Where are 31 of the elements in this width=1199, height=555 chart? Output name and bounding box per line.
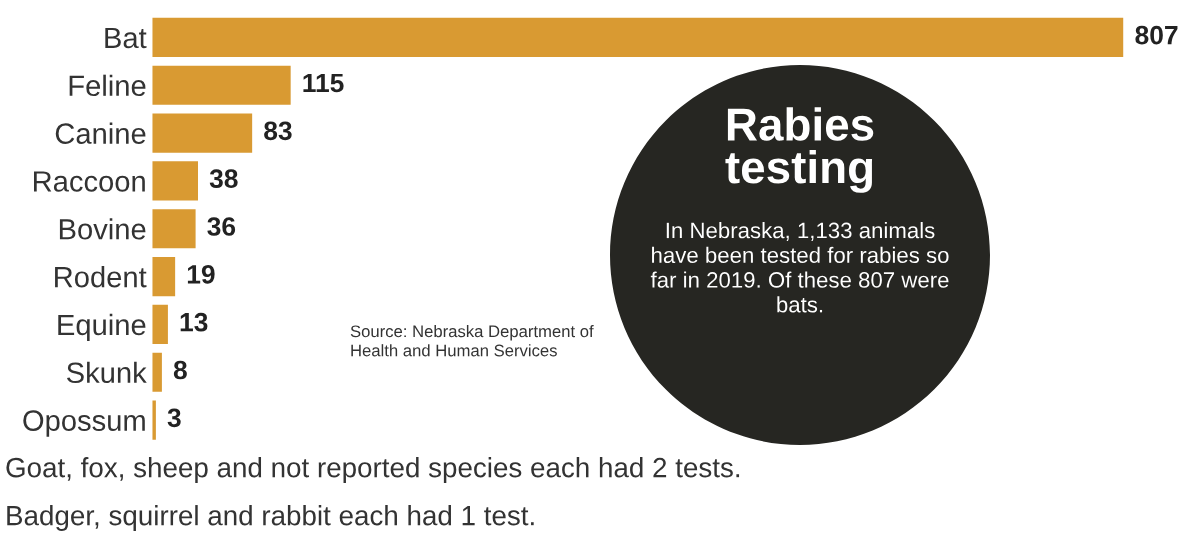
data-label: 3 xyxy=(167,408,181,428)
data-label: 115 xyxy=(303,73,344,93)
data-label: 8 xyxy=(173,360,187,380)
bar xyxy=(152,17,1124,58)
y-tick-label: Canine xyxy=(55,122,146,144)
y-tick-label: Opossum xyxy=(23,410,145,437)
bar xyxy=(152,161,198,201)
data-label: 83 xyxy=(264,121,292,141)
y-tick-label: Feline xyxy=(69,74,146,97)
text: Goat, fox, sheep and not reported species each had 2 tests. xyxy=(6,457,740,483)
text: In Nebraska, 1,133 animals have been tested for rabies so far in 2019. Of these 807 were bats. xyxy=(650,222,949,313)
text: Badger, squirrel and rabbit each had 1 test. xyxy=(7,505,534,531)
data-label: 19 xyxy=(187,264,215,284)
y-tick-label: Skunk xyxy=(66,361,147,384)
data-label: 807 xyxy=(1135,25,1178,45)
y-tick-label: Bovine xyxy=(59,218,146,240)
annotation: Source: Nebraska Department of Health and Human Services xyxy=(350,325,594,357)
data-label: 36 xyxy=(207,217,236,236)
y-tick-label: Bat xyxy=(105,27,147,49)
y-tick-label: Raccoon xyxy=(34,171,145,192)
bar xyxy=(152,113,253,153)
y-tick-label: Rodent xyxy=(55,266,147,288)
bar xyxy=(152,209,196,249)
bar xyxy=(152,256,176,297)
bar xyxy=(152,304,168,345)
y-tick-label: Equine xyxy=(58,313,146,342)
text: Rabies testing xyxy=(725,107,874,193)
data-label: 13 xyxy=(180,312,208,332)
bar xyxy=(152,352,162,392)
bar xyxy=(152,65,291,105)
data-label: 38 xyxy=(209,169,238,189)
